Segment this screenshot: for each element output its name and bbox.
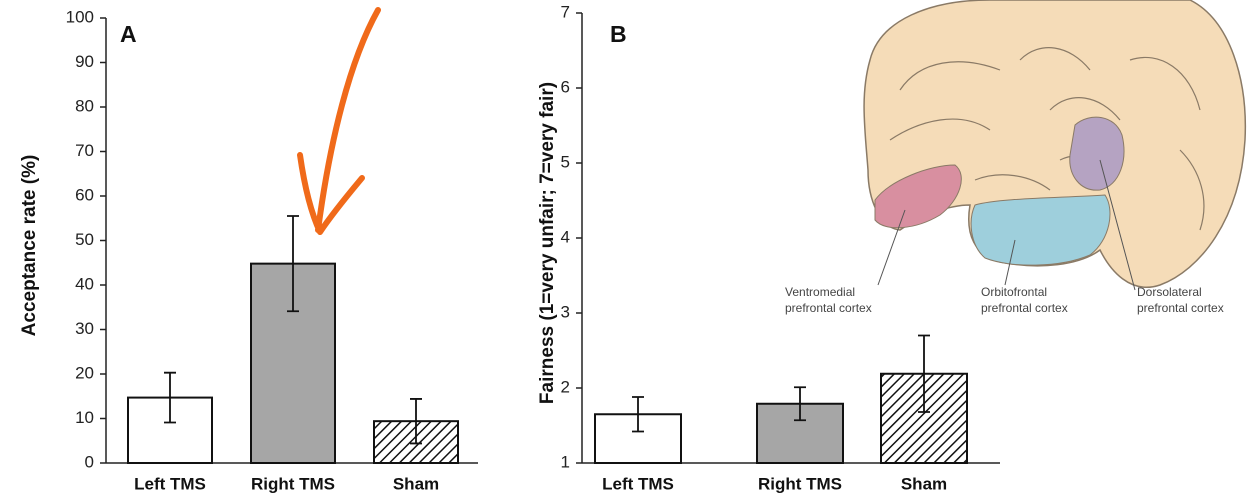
x-tick-label: Right TMS — [758, 474, 842, 493]
y-tick-label: 0 — [85, 452, 94, 471]
y-tick-label: 1 — [561, 452, 570, 471]
y-tick-label: 6 — [561, 77, 570, 96]
brain-illustration — [864, 0, 1245, 290]
x-tick-label: Left TMS — [134, 474, 206, 493]
y-tick-label: 40 — [75, 274, 94, 293]
panel-label: A — [120, 21, 137, 47]
region-label: Orbitofrontal — [981, 285, 1047, 299]
dlpfc-region — [1070, 117, 1124, 190]
ofc-region — [971, 195, 1110, 265]
region-label: prefrontal cortex — [1137, 301, 1224, 315]
x-tick-label: Sham — [901, 474, 947, 493]
y-tick-label: 3 — [561, 302, 570, 321]
y-tick-label: 5 — [561, 152, 570, 171]
y-tick-label: 70 — [75, 141, 94, 160]
y-tick-label: 60 — [75, 185, 94, 204]
region-label: Dorsolateral — [1137, 285, 1202, 299]
y-tick-label: 50 — [75, 230, 94, 249]
y-tick-label: 80 — [75, 96, 94, 115]
figure: 0 10 20 30 40 50 60 70 80 90 100 Acceptance rate (%… — [0, 0, 1249, 499]
region-label: Ventromedial — [785, 285, 855, 299]
x-tick-label: Left TMS — [602, 474, 674, 493]
y-tick-label: 20 — [75, 363, 94, 382]
x-tick-label: Sham — [393, 474, 439, 493]
y-tick-label: 4 — [561, 227, 570, 246]
y-axis-label: Fairness (1=very unfair; 7=very fair) — [537, 82, 558, 404]
y-axis-label: Acceptance rate (%) — [19, 155, 40, 337]
x-tick-label: Right TMS — [251, 474, 335, 493]
region-label: prefrontal cortex — [785, 301, 872, 315]
region-label: prefrontal cortex — [981, 301, 1068, 315]
y-tick-label: 100 — [66, 7, 94, 26]
highlight-arrow — [300, 10, 378, 232]
y-tick-label: 90 — [75, 52, 94, 71]
y-tick-label: 7 — [561, 2, 570, 21]
y-tick-label: 10 — [75, 408, 94, 427]
y-tick-label: 2 — [561, 377, 570, 396]
panel-label: B — [610, 21, 627, 47]
y-tick-label: 30 — [75, 319, 94, 338]
